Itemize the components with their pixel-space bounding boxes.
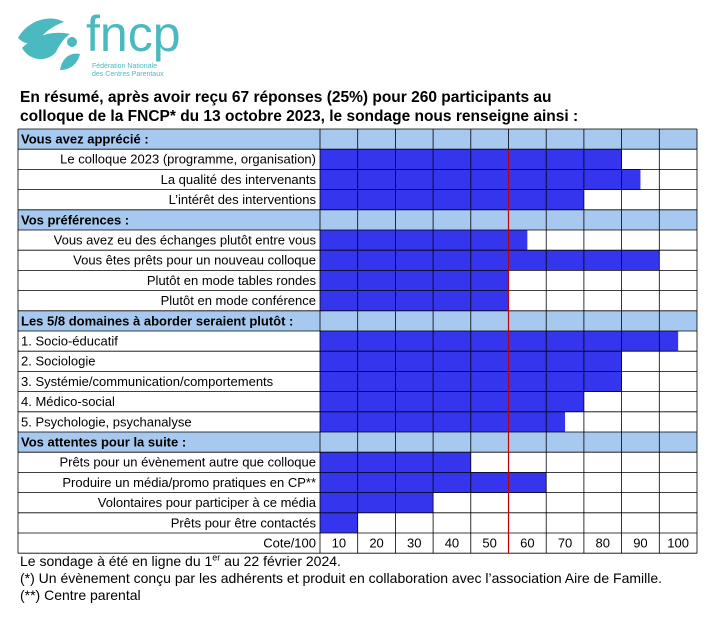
logo-icon — [18, 18, 80, 70]
x-tick-label: 100 — [667, 536, 689, 551]
note: (**) Centre parental — [20, 587, 141, 603]
x-tick-label: 70 — [558, 536, 572, 551]
x-tick-label: 20 — [369, 536, 383, 551]
x-tick-label: 50 — [482, 536, 496, 551]
x-tick-label: 10 — [332, 536, 346, 551]
bar — [320, 230, 528, 251]
row-label: Le colloque 2023 (programme, organisatio… — [60, 152, 316, 167]
bar — [320, 331, 679, 352]
row-label: Prêts pour être contactés — [171, 515, 317, 530]
row-label: Volontaires pour participer à ce média — [98, 495, 317, 510]
x-tick-label: 60 — [520, 536, 534, 551]
logo: fncp Fédération Nationale des Centres Pa… — [18, 6, 181, 78]
row-label: 2. Sociologie — [21, 354, 95, 369]
title-line: En résumé, après avoir reçu 67 réponses … — [20, 89, 552, 106]
note-text: au 22 février 2024. — [220, 553, 341, 569]
row-label: La qualité des intervenants — [161, 172, 317, 187]
bar — [320, 169, 641, 190]
x-tick-label: 80 — [596, 536, 610, 551]
note-text: Le sondage à été en ligne du 1 — [20, 553, 213, 569]
notes: Le sondage à été en ligne du 1er au 22 f… — [20, 553, 710, 604]
x-tick-label: 40 — [445, 536, 459, 551]
bar — [320, 351, 622, 372]
row-label: 3. Systémie/communication/comportements — [21, 374, 274, 389]
section-title: Vos préférences : — [21, 212, 129, 227]
bar — [320, 290, 509, 311]
title-line: colloque de la FNCP* du 13 octobre 2023,… — [20, 108, 579, 125]
x-tick-label: 90 — [633, 536, 647, 551]
row-label: Produire un média/promo pratiques en CP*… — [62, 475, 316, 490]
bar — [320, 512, 358, 533]
x-tick-label: 30 — [407, 536, 421, 551]
note-sup: er — [212, 552, 221, 563]
logo-subtitle: Fédération Nationale — [92, 63, 157, 70]
row-label: Plutôt en mode tables rondes — [147, 273, 317, 288]
note: (*) Un évènement conçu par les adhérents… — [20, 570, 663, 586]
chart-title: En résumé, après avoir reçu 67 réponses … — [20, 88, 710, 126]
bar — [320, 189, 584, 210]
row-label: L’intérêt des interventions — [169, 192, 317, 207]
row-label: 1. Socio-éducatif — [21, 334, 118, 349]
bar — [320, 452, 471, 473]
section-title: Vos attentes pour la suite : — [21, 435, 186, 450]
bar — [320, 472, 547, 493]
row-label: Prêts pour un évènement autre que colloq… — [59, 455, 316, 470]
row-label: Vous êtes prêts pour un nouveau colloque — [73, 253, 316, 268]
section-title: Vous avez apprécié : — [21, 132, 149, 147]
section-header — [18, 432, 697, 453]
bar — [320, 391, 584, 412]
bar — [320, 371, 622, 392]
bar — [320, 149, 622, 170]
row-label: 5. Psychologie, psychanalyse — [21, 414, 192, 429]
logo-subtitle: des Centres Parentaux — [92, 71, 164, 78]
row-label: 4. Médico-social — [21, 394, 115, 409]
note: Le sondage à été en ligne du 1er au 22 f… — [20, 553, 710, 570]
section-header — [18, 209, 697, 230]
bar — [320, 411, 566, 432]
section-header — [18, 310, 697, 331]
row-label: Plutôt en mode conférence — [161, 293, 316, 308]
row-label: Vous avez eu des échanges plutôt entre v… — [54, 233, 317, 248]
bar — [320, 492, 434, 513]
x-axis-label: Cote/100 — [263, 536, 316, 551]
section-header — [18, 129, 697, 150]
bar — [320, 250, 660, 271]
bar — [320, 270, 509, 291]
logo-name: fncp — [86, 6, 181, 62]
section-title: Les 5/8 domaines à aborder seraient plut… — [21, 313, 293, 328]
